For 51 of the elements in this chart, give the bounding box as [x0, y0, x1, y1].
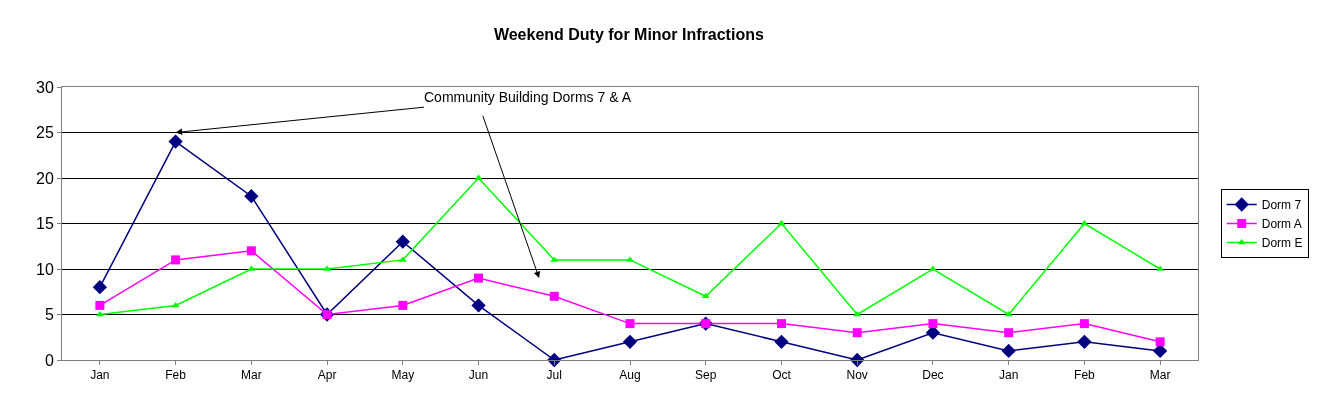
chart-title: Weekend Duty for Minor Infractions	[493, 26, 764, 44]
y-tick-label: 10	[36, 260, 54, 278]
point	[395, 234, 410, 249]
y-tick-label: 20	[36, 169, 54, 187]
point	[701, 292, 710, 299]
point	[852, 328, 862, 338]
legend-label: Dorm E	[1261, 236, 1303, 251]
x-tick-label: Jan	[90, 368, 110, 383]
point	[474, 273, 484, 283]
point	[171, 255, 181, 265]
legend-label: Dorm A	[1261, 217, 1302, 232]
x-tick-label: Dec	[922, 368, 944, 383]
x-tick-label: Aug	[619, 368, 641, 383]
point	[1004, 328, 1014, 338]
x-tick-label: Mar	[240, 368, 262, 383]
x-tick-label: Apr	[317, 368, 337, 383]
point	[1155, 337, 1165, 347]
point	[171, 301, 180, 308]
point	[622, 334, 638, 349]
x-tick-label: Oct	[772, 368, 792, 383]
point	[398, 300, 408, 310]
legend-label: Dorm 7	[1261, 198, 1302, 213]
point	[168, 134, 183, 149]
point	[625, 319, 635, 329]
y-tick-label: 25	[36, 124, 54, 142]
x-tick-label: Jan	[998, 368, 1019, 383]
point	[1079, 319, 1089, 329]
point	[244, 189, 259, 204]
point	[92, 280, 108, 295]
point	[1077, 334, 1092, 349]
x-tick-label: Jul	[546, 368, 562, 383]
x-tick-label: Feb	[1074, 368, 1096, 383]
x-tick-label: Nov	[846, 368, 868, 383]
point	[549, 291, 559, 301]
point	[928, 319, 938, 329]
point	[95, 300, 105, 310]
point	[776, 319, 786, 329]
y-tick-label: 5	[44, 306, 54, 324]
y-tick-label: 30	[36, 78, 54, 96]
annotation: Community Building Dorms 7 & A	[424, 89, 632, 105]
point	[471, 298, 486, 313]
y-tick-label: 0	[44, 351, 54, 369]
point	[1001, 343, 1016, 359]
y-tick-label: 15	[36, 215, 54, 233]
point	[774, 334, 789, 349]
x-tick-label: May	[391, 368, 415, 383]
x-tick-label: Sep	[695, 368, 717, 383]
x-tick-label: Mar	[1149, 368, 1171, 383]
x-tick-label: Jun	[468, 368, 489, 383]
x-tick-label: Feb	[165, 368, 187, 383]
point	[246, 246, 256, 256]
